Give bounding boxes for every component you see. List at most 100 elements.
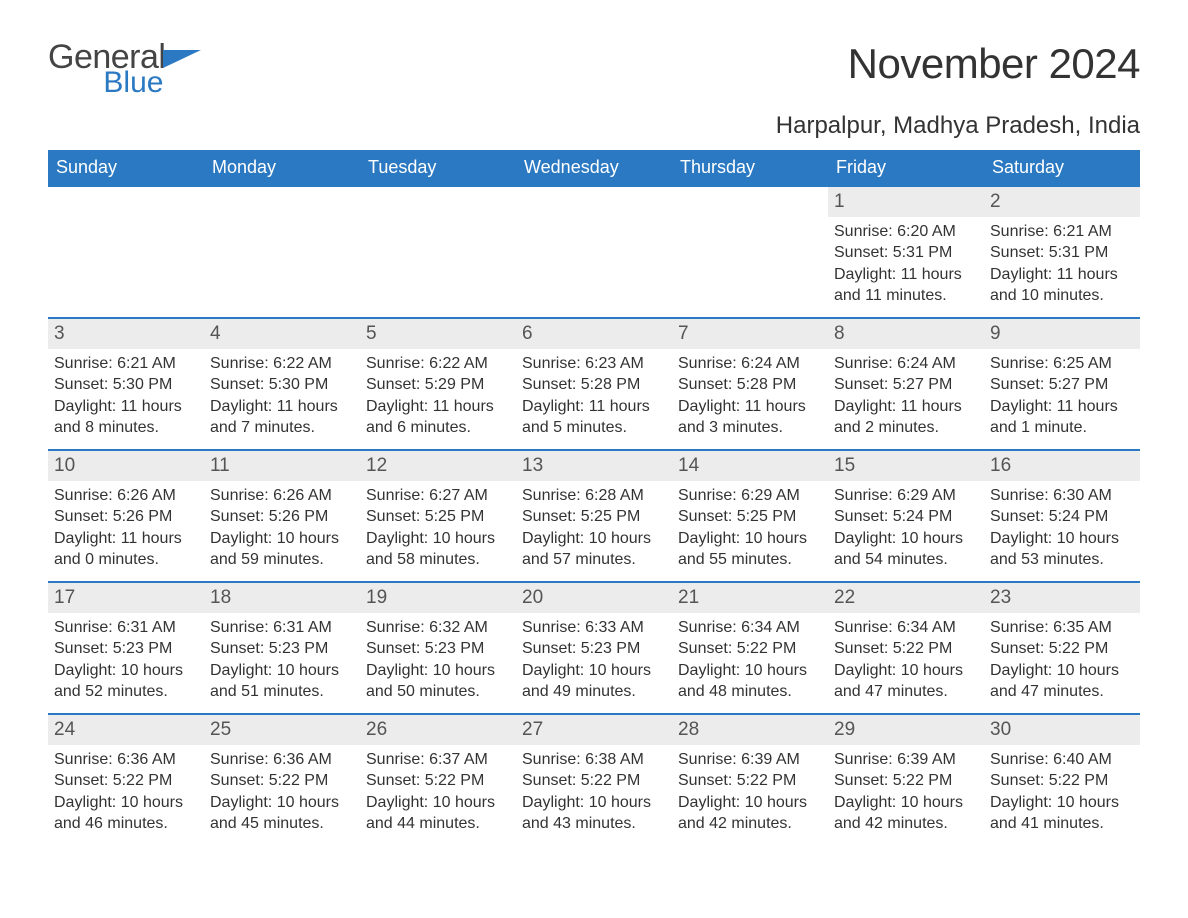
daylight-line: Daylight: 10 hours and 50 minutes. <box>366 660 510 703</box>
day-number: 23 <box>984 583 1140 613</box>
day-cell: 29 Sunrise: 6:39 AMSunset: 5:22 PMDayligh… <box>828 715 984 845</box>
sunrise-line: Sunrise: 6:37 AM <box>366 749 510 771</box>
day-number: 28 <box>672 715 828 745</box>
sunset-line: Sunset: 5:23 PM <box>210 638 354 660</box>
sunset-line: Sunset: 5:24 PM <box>990 506 1134 528</box>
sunrise-line: Sunrise: 6:32 AM <box>366 617 510 639</box>
sunset-line: Sunset: 5:22 PM <box>678 638 822 660</box>
day-cell: 22Sunrise: 6:34 AMSunset: 5:22 PMDayligh… <box>828 583 984 713</box>
sunrise-line: Sunrise: 6:35 AM <box>990 617 1134 639</box>
sunrise-line: Sunrise: 6:31 AM <box>210 617 354 639</box>
sunset-line: Sunset: 5:28 PM <box>522 374 666 396</box>
sunset-line: Sunset: 5:31 PM <box>834 242 978 264</box>
sunrise-line: Sunrise: 6:20 AM <box>834 221 978 243</box>
day-details: Sunrise: 6:39 AMSunset: 5:22 PMDaylight:… <box>678 749 822 835</box>
day-details: Sunrise: 6:21 AMSunset: 5:31 PMDaylight:… <box>990 221 1134 307</box>
day-details: Sunrise: 6:37 AMSunset: 5:22 PMDaylight:… <box>366 749 510 835</box>
sunrise-line: Sunrise: 6:39 AM <box>834 749 978 771</box>
day-cell: 18Sunrise: 6:31 AMSunset: 5:23 PMDayligh… <box>204 583 360 713</box>
daylight-line: Daylight: 10 hours and 59 minutes. <box>210 528 354 571</box>
day-details: Sunrise: 6:34 AMSunset: 5:22 PMDaylight:… <box>678 617 822 703</box>
dow-cell: Wednesday <box>516 150 672 185</box>
sunrise-line: Sunrise: 6:27 AM <box>366 485 510 507</box>
day-number: 21 <box>672 583 828 613</box>
day-cell: 6Sunrise: 6:23 AMSunset: 5:28 PMDaylight… <box>516 319 672 449</box>
sunset-line: Sunset: 5:22 PM <box>990 638 1134 660</box>
sunset-line: Sunset: 5:22 PM <box>54 770 198 792</box>
daylight-line: Daylight: 11 hours and 2 minutes. <box>834 396 978 439</box>
sunrise-line: Sunrise: 6:34 AM <box>834 617 978 639</box>
daylight-line: Daylight: 11 hours and 11 minutes. <box>834 264 978 307</box>
sunset-line: Sunset: 5:25 PM <box>366 506 510 528</box>
sunrise-line: Sunrise: 6:24 AM <box>834 353 978 375</box>
daylight-line: Daylight: 10 hours and 45 minutes. <box>210 792 354 835</box>
sunset-line: Sunset: 5:22 PM <box>678 770 822 792</box>
daylight-line: Daylight: 10 hours and 48 minutes. <box>678 660 822 703</box>
sunset-line: Sunset: 5:22 PM <box>834 770 978 792</box>
daylight-line: Daylight: 10 hours and 44 minutes. <box>366 792 510 835</box>
day-cell <box>204 187 360 317</box>
sunset-line: Sunset: 5:23 PM <box>54 638 198 660</box>
day-number: 1 <box>828 187 984 217</box>
day-details: Sunrise: 6:22 AMSunset: 5:29 PMDaylight:… <box>366 353 510 439</box>
sunset-line: Sunset: 5:26 PM <box>210 506 354 528</box>
day-number: 30 <box>984 715 1140 745</box>
sunrise-line: Sunrise: 6:38 AM <box>522 749 666 771</box>
sunrise-line: Sunrise: 6:28 AM <box>522 485 666 507</box>
logo-blue: Blue <box>103 68 163 98</box>
day-cell: 26 Sunrise: 6:37 AMSunset: 5:22 PMDayligh… <box>360 715 516 845</box>
dow-cell: Sunday <box>48 150 204 185</box>
daylight-line: Daylight: 11 hours and 1 minute. <box>990 396 1134 439</box>
title-block: November 2024 <box>848 40 1140 88</box>
page-title: November 2024 <box>848 40 1140 88</box>
day-number: 3 <box>48 319 204 349</box>
day-cell: 14Sunrise: 6:29 AMSunset: 5:25 PMDayligh… <box>672 451 828 581</box>
day-details: Sunrise: 6:26 AMSunset: 5:26 PMDaylight:… <box>210 485 354 571</box>
sunset-line: Sunset: 5:27 PM <box>990 374 1134 396</box>
day-cell: 3Sunrise: 6:21 AMSunset: 5:30 PMDaylight… <box>48 319 204 449</box>
dow-cell: Saturday <box>984 150 1140 185</box>
day-of-week-header: SundayMondayTuesdayWednesdayThursdayFrid… <box>48 150 1140 185</box>
day-cell: 9Sunrise: 6:25 AMSunset: 5:27 PMDaylight… <box>984 319 1140 449</box>
day-cell: 28 Sunrise: 6:39 AMSunset: 5:22 PMDayligh… <box>672 715 828 845</box>
day-cell: 16Sunrise: 6:30 AMSunset: 5:24 PMDayligh… <box>984 451 1140 581</box>
sunrise-line: Sunrise: 6:39 AM <box>678 749 822 771</box>
daylight-line: Daylight: 10 hours and 41 minutes. <box>990 792 1134 835</box>
day-cell: 11Sunrise: 6:26 AMSunset: 5:26 PMDayligh… <box>204 451 360 581</box>
daylight-line: Daylight: 11 hours and 6 minutes. <box>366 396 510 439</box>
dow-cell: Thursday <box>672 150 828 185</box>
day-details: Sunrise: 6:32 AMSunset: 5:23 PMDaylight:… <box>366 617 510 703</box>
sunset-line: Sunset: 5:22 PM <box>522 770 666 792</box>
day-number: 15 <box>828 451 984 481</box>
sunset-line: Sunset: 5:22 PM <box>990 770 1134 792</box>
day-details: Sunrise: 6:38 AMSunset: 5:22 PMDaylight:… <box>522 749 666 835</box>
daylight-line: Daylight: 11 hours and 3 minutes. <box>678 396 822 439</box>
day-number: 29 <box>828 715 984 745</box>
day-number: 22 <box>828 583 984 613</box>
sunset-line: Sunset: 5:24 PM <box>834 506 978 528</box>
day-cell: 17Sunrise: 6:31 AMSunset: 5:23 PMDayligh… <box>48 583 204 713</box>
sunrise-line: Sunrise: 6:21 AM <box>990 221 1134 243</box>
weeks-container: 1Sunrise: 6:20 AMSunset: 5:31 PMDaylight… <box>48 185 1140 845</box>
day-number: 8 <box>828 319 984 349</box>
sunset-line: Sunset: 5:25 PM <box>678 506 822 528</box>
day-details: Sunrise: 6:30 AMSunset: 5:24 PMDaylight:… <box>990 485 1134 571</box>
sunset-line: Sunset: 5:26 PM <box>54 506 198 528</box>
day-number: 19 <box>360 583 516 613</box>
day-number: 25 <box>204 715 360 745</box>
sunrise-line: Sunrise: 6:24 AM <box>678 353 822 375</box>
sunset-line: Sunset: 5:23 PM <box>366 638 510 660</box>
sunrise-line: Sunrise: 6:22 AM <box>366 353 510 375</box>
day-cell: 15Sunrise: 6:29 AMSunset: 5:24 PMDayligh… <box>828 451 984 581</box>
day-number: 10 <box>48 451 204 481</box>
sunset-line: Sunset: 5:22 PM <box>210 770 354 792</box>
day-details: Sunrise: 6:39 AMSunset: 5:22 PMDaylight:… <box>834 749 978 835</box>
sunrise-line: Sunrise: 6:25 AM <box>990 353 1134 375</box>
sunset-line: Sunset: 5:30 PM <box>54 374 198 396</box>
sunrise-line: Sunrise: 6:36 AM <box>54 749 198 771</box>
day-number: 26 <box>360 715 516 745</box>
logo-triangle-icon <box>163 50 201 68</box>
day-number: 4 <box>204 319 360 349</box>
sunset-line: Sunset: 5:29 PM <box>366 374 510 396</box>
day-details: Sunrise: 6:27 AMSunset: 5:25 PMDaylight:… <box>366 485 510 571</box>
